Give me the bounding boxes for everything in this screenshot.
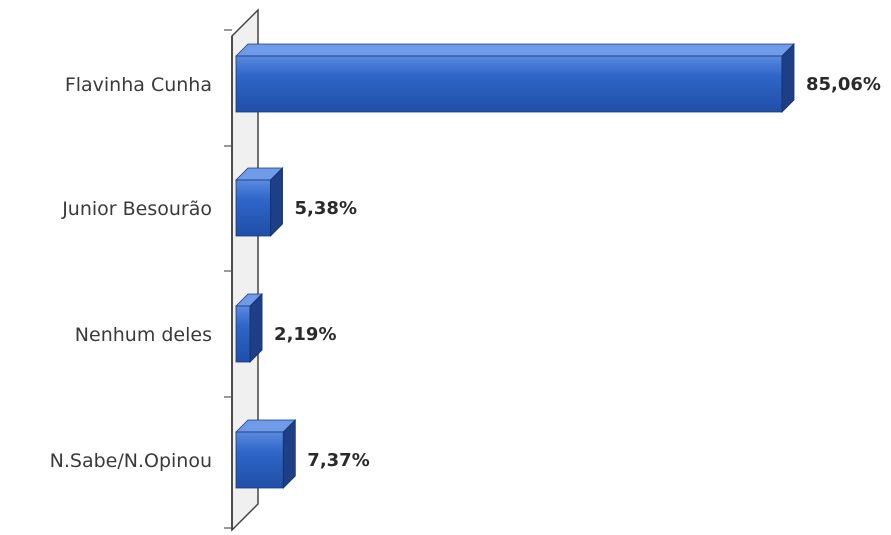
value-label: 5,38%	[295, 198, 357, 219]
axis-wall	[224, 8, 259, 532]
category-label: Flavinha Cunha	[65, 74, 212, 96]
bar-side-face	[270, 167, 283, 237]
value-label: 85,06%	[806, 74, 881, 95]
bars-group	[235, 43, 795, 489]
bar	[235, 431, 284, 489]
category-label: N.Sabe/N.Opinou	[50, 450, 212, 472]
value-label: 2,19%	[274, 324, 336, 345]
bar-side-face	[249, 293, 263, 363]
category-label: Junior Besourão	[61, 198, 212, 220]
bar-side-face	[282, 419, 296, 489]
category-labels: Flavinha Cunha Junior Besourão Nenhum dele…	[50, 74, 212, 472]
bar	[235, 305, 251, 363]
value-label: 7,37%	[307, 450, 369, 471]
category-label: Nenhum deles	[75, 324, 212, 346]
bar-top-face	[235, 43, 795, 57]
bar	[235, 55, 783, 113]
value-labels: 85,06% 5,38% 2,19% 7,37%	[274, 74, 881, 471]
bar	[235, 179, 271, 237]
bar-side-face	[781, 43, 795, 113]
